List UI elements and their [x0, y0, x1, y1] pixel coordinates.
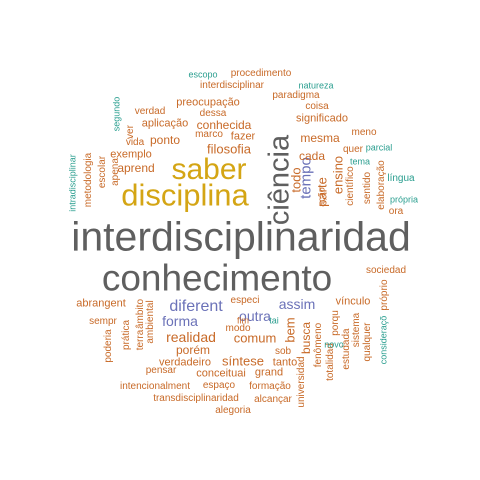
word: paradigma: [272, 90, 320, 101]
word: quer: [342, 144, 364, 155]
word: elaboração: [376, 160, 387, 210]
word: todo: [288, 167, 304, 193]
word: abrangent: [76, 297, 126, 310]
word: sob: [274, 346, 292, 357]
word: ação: [316, 187, 327, 207]
word: procedimento: [230, 68, 292, 79]
word: especi: [230, 295, 260, 306]
word: comum: [233, 330, 277, 346]
word: metodologia: [83, 152, 94, 208]
word: busca: [299, 321, 313, 355]
word: preocupação: [176, 96, 240, 109]
word: dessa: [199, 108, 227, 119]
word: interdisciplinaridad: [71, 213, 411, 260]
word: novo: [324, 339, 344, 350]
word: verdad: [134, 106, 166, 117]
word: poderia: [103, 329, 114, 363]
word: sentido: [362, 171, 373, 205]
word: científico: [345, 166, 356, 206]
word: significado: [296, 112, 348, 125]
word: vida: [125, 137, 145, 148]
word: porém: [175, 343, 211, 357]
word: fim: [237, 315, 249, 326]
word: natureza: [298, 80, 334, 91]
word: sistema: [351, 312, 362, 348]
word: modo: [225, 323, 251, 334]
word: mesma: [300, 131, 340, 145]
word: consideraçõ: [378, 315, 389, 365]
word: sociedad: [365, 265, 407, 276]
word: realidad: [166, 329, 216, 345]
word: exemplo: [110, 148, 152, 161]
word: tai: [269, 315, 279, 326]
word: alcançar: [254, 394, 292, 405]
word: língua: [387, 173, 415, 184]
word: próprio: [379, 279, 390, 311]
word: bem: [282, 317, 298, 343]
word: ponto: [149, 133, 181, 147]
word: verdadeiro: [159, 356, 211, 369]
word: conceituai: [196, 367, 246, 380]
word: transdisciplinaridad: [153, 393, 239, 404]
word: intencionalment: [119, 381, 191, 392]
word: tanto: [272, 356, 298, 369]
word: segundo: [111, 96, 122, 132]
word: porqu: [330, 310, 341, 336]
word: grand: [254, 366, 284, 379]
word: parcial: [365, 142, 393, 153]
word: escolar: [97, 155, 108, 189]
word: apena: [110, 158, 121, 186]
word: alegoria: [215, 405, 251, 416]
word: meno: [351, 127, 377, 138]
word: disciplina: [121, 177, 249, 213]
word: escopo: [188, 69, 218, 80]
word: espaço: [202, 380, 236, 391]
word: conhecida: [196, 118, 252, 132]
word: tema: [349, 156, 371, 167]
word: intradisciplinar: [67, 154, 78, 212]
word: aplicação: [141, 117, 189, 130]
word: qualquer: [362, 322, 373, 362]
word: sempr: [89, 316, 117, 327]
word: síntese: [222, 353, 264, 369]
word: aprend: [117, 161, 155, 175]
word: conhecimento: [101, 257, 333, 299]
word: formação: [249, 381, 291, 392]
word: fenômeno: [313, 322, 324, 368]
word: prática: [121, 319, 132, 351]
word: assim: [278, 296, 316, 312]
word: vínculo: [335, 295, 371, 308]
word: saber: [171, 153, 247, 186]
word: coisa: [305, 101, 329, 112]
word: filosofia: [206, 141, 252, 157]
word: diferent: [169, 298, 223, 315]
word: cada: [298, 149, 326, 163]
word: outra: [239, 308, 271, 324]
word: ambiental: [145, 300, 156, 344]
word: ensino: [330, 155, 346, 195]
word: própria: [389, 194, 419, 205]
word: marco: [195, 129, 223, 140]
word: forma: [162, 313, 198, 329]
word: universidad: [296, 356, 307, 408]
word: fazer: [230, 130, 256, 143]
word: pensar: [145, 365, 177, 376]
word: interdisciplinar: [200, 80, 264, 91]
word: ora: [388, 206, 404, 217]
